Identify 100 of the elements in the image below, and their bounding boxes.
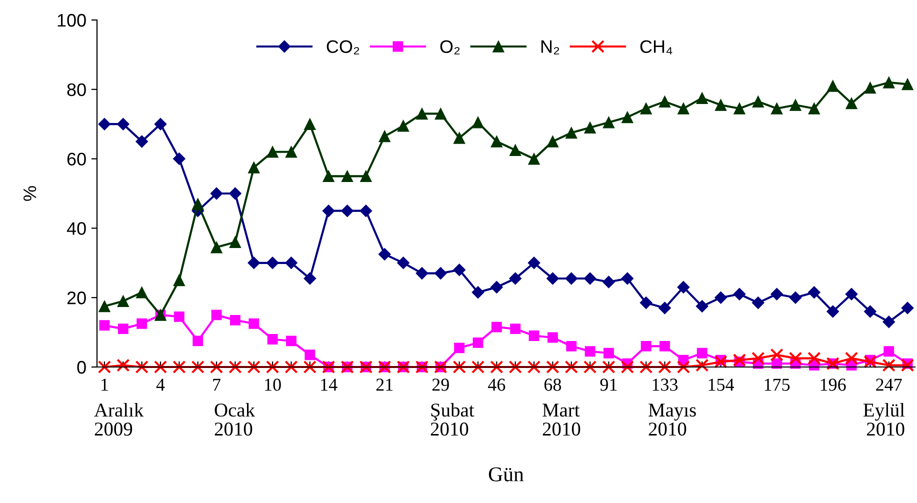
x-tick-label: 68	[544, 378, 562, 391]
point	[640, 296, 652, 310]
point	[604, 348, 614, 358]
x-tick-label: 133	[652, 378, 678, 391]
point	[900, 358, 914, 372]
point	[172, 152, 186, 166]
x-tick-label: 7	[213, 378, 221, 391]
point	[733, 288, 746, 300]
point	[304, 118, 316, 130]
point	[286, 336, 296, 346]
point	[752, 296, 764, 310]
point	[658, 96, 671, 108]
text: Aralık 2009	[94, 403, 144, 436]
point	[210, 360, 224, 374]
text: Mart 2010	[542, 404, 580, 436]
point	[546, 136, 559, 148]
point	[491, 322, 502, 332]
point	[136, 135, 148, 148]
y-tick-label: 80	[67, 83, 86, 96]
legend-label: CO₂	[326, 40, 360, 54]
point	[844, 352, 858, 365]
x-tick-label: 1	[102, 378, 108, 391]
point	[174, 311, 184, 322]
point	[864, 82, 876, 94]
point	[284, 256, 298, 270]
point	[788, 352, 802, 365]
point	[509, 272, 522, 285]
point	[882, 316, 896, 328]
point	[901, 302, 914, 314]
point	[247, 360, 260, 374]
x-tick-label: 4	[156, 378, 165, 391]
point	[846, 97, 858, 110]
x-tick-label: 14	[321, 378, 338, 391]
point	[191, 360, 204, 374]
point	[864, 305, 876, 318]
point	[490, 360, 504, 374]
x-tick-label: 21	[376, 378, 393, 391]
point	[620, 360, 634, 374]
point	[98, 300, 110, 312]
point	[714, 99, 727, 111]
point	[584, 272, 596, 285]
point	[658, 302, 671, 314]
point	[678, 102, 690, 114]
point	[434, 267, 447, 280]
point	[714, 291, 728, 304]
point	[248, 318, 260, 329]
text: Ocak 2010	[214, 403, 256, 436]
point	[453, 264, 466, 276]
point	[884, 346, 894, 357]
text: Mayıs 2010	[648, 404, 696, 436]
point	[471, 360, 485, 374]
point	[676, 360, 690, 374]
point	[116, 358, 130, 372]
point	[266, 146, 278, 158]
point	[304, 272, 316, 285]
point	[826, 305, 840, 318]
y-axis-title: %	[24, 186, 36, 201]
point	[210, 241, 222, 254]
x-axis-title: Gün	[488, 467, 524, 482]
point	[808, 352, 821, 365]
point	[303, 360, 317, 374]
point	[341, 170, 354, 182]
point	[472, 338, 484, 348]
point	[864, 355, 877, 368]
point	[322, 170, 334, 182]
point	[677, 280, 690, 294]
point	[658, 360, 672, 374]
point	[640, 340, 652, 352]
point	[285, 146, 298, 158]
point	[472, 286, 484, 299]
point	[453, 132, 466, 144]
point	[490, 136, 503, 148]
point	[192, 198, 204, 210]
point	[267, 334, 278, 344]
point	[360, 170, 372, 182]
x-tick-label: 29	[432, 378, 449, 391]
point	[341, 204, 354, 218]
point	[172, 360, 186, 374]
point	[790, 99, 802, 111]
legend-label: N₂	[541, 40, 560, 54]
point	[266, 256, 279, 270]
legend-label: CH₄	[640, 40, 672, 54]
point	[564, 360, 578, 374]
point	[210, 187, 223, 200]
point	[660, 340, 670, 352]
point	[136, 286, 148, 298]
point	[732, 353, 746, 367]
point	[509, 144, 522, 156]
x-tick-label: 46	[488, 378, 506, 391]
text: Şubat 2010	[430, 403, 474, 436]
x-tick-label: 10	[265, 378, 281, 391]
x-tick-label: 154	[708, 378, 734, 391]
point	[602, 360, 616, 374]
point	[845, 288, 858, 300]
point	[378, 130, 391, 142]
text: Eylül 2010	[863, 403, 905, 436]
x-tick-label: 247	[876, 378, 902, 391]
point	[416, 108, 428, 120]
x-tick-label: 91	[600, 378, 617, 391]
point	[397, 120, 410, 132]
